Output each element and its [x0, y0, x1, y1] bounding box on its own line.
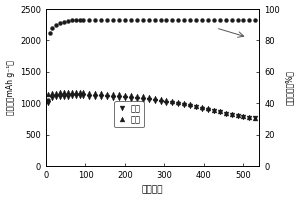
放电: [159, 98, 162, 100]
充电: [82, 95, 85, 98]
放电: [123, 93, 127, 96]
充电: [212, 110, 216, 112]
充电: [165, 101, 168, 104]
放电: [58, 91, 61, 93]
充电: [111, 96, 115, 99]
放电: [117, 93, 121, 95]
充电: [176, 103, 180, 105]
放电: [100, 92, 103, 94]
放电: [66, 91, 70, 93]
Line: 放电: 放电: [46, 90, 258, 120]
放电: [62, 91, 65, 93]
放电: [135, 95, 139, 97]
充电: [200, 107, 204, 110]
充电: [135, 98, 139, 100]
充电: [46, 101, 50, 104]
放电: [129, 94, 133, 96]
充电: [88, 95, 91, 98]
放电: [206, 107, 210, 110]
Y-axis label: 库伦效率（%）: 库伦效率（%）: [285, 70, 294, 105]
放电: [194, 105, 198, 107]
充电: [218, 111, 222, 114]
放电: [182, 102, 186, 104]
充电: [194, 106, 198, 109]
放电: [88, 91, 91, 94]
放电: [165, 99, 168, 101]
放电: [94, 92, 97, 94]
放电: [254, 117, 257, 119]
X-axis label: 循环次数: 循环次数: [142, 185, 164, 194]
放电: [242, 115, 245, 117]
充电: [147, 99, 151, 102]
充电: [117, 97, 121, 99]
放电: [171, 100, 174, 102]
放电: [236, 114, 239, 116]
充电: [242, 116, 245, 118]
充电: [123, 97, 127, 99]
Y-axis label: 电容量（mAh g⁻¹）: 电容量（mAh g⁻¹）: [6, 60, 15, 115]
充电: [224, 112, 227, 115]
放电: [54, 91, 58, 94]
放电: [50, 92, 54, 94]
放电: [46, 93, 50, 95]
充电: [58, 96, 61, 98]
充电: [159, 100, 162, 103]
充电: [100, 96, 103, 98]
放电: [105, 92, 109, 95]
充电: [153, 100, 156, 102]
放电: [218, 110, 222, 112]
充电: [182, 104, 186, 106]
充电: [54, 96, 58, 98]
充电: [66, 95, 70, 98]
放电: [111, 93, 115, 95]
充电: [248, 116, 251, 119]
放电: [82, 91, 85, 94]
充电: [188, 105, 192, 107]
充电: [78, 95, 81, 98]
放电: [188, 103, 192, 106]
放电: [176, 101, 180, 103]
充电: [254, 117, 257, 120]
放电: [74, 91, 77, 93]
充电: [236, 115, 239, 117]
放电: [70, 91, 74, 93]
充电: [62, 96, 65, 98]
放电: [147, 96, 151, 98]
充电: [206, 109, 210, 111]
放电: [224, 111, 227, 114]
充电: [129, 97, 133, 100]
充电: [230, 114, 233, 116]
充电: [50, 97, 54, 99]
充电: [141, 99, 145, 101]
Line: 充电: 充电: [46, 94, 258, 121]
充电: [70, 95, 74, 98]
放电: [248, 116, 251, 119]
放电: [212, 109, 216, 111]
放电: [200, 106, 204, 108]
放电: [153, 97, 156, 99]
Legend: 充电, 放电: 充电, 放电: [114, 101, 144, 127]
放电: [78, 91, 81, 93]
放电: [141, 95, 145, 98]
放电: [230, 113, 233, 115]
充电: [105, 96, 109, 98]
充电: [94, 96, 97, 98]
充电: [171, 102, 174, 105]
充电: [74, 95, 77, 98]
